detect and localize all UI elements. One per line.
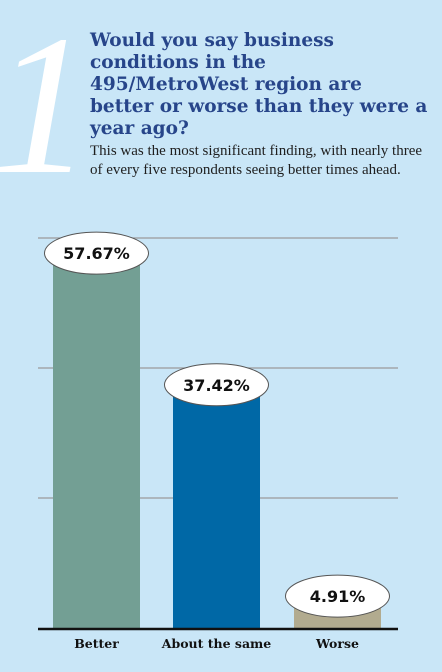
question-title: Would you say business conditions in the… [90, 30, 428, 139]
bar-about-the-same [173, 384, 260, 628]
data-label: 37.42% [183, 376, 250, 395]
category-label: Worse [315, 636, 359, 651]
bar-better [53, 253, 140, 628]
data-label: 57.67% [63, 244, 130, 263]
section-number: 1 [0, 0, 92, 216]
data-label: 4.91% [310, 587, 366, 606]
category-label: Better [74, 636, 119, 651]
value-label-bubble [164, 363, 269, 407]
value-label-bubble [285, 574, 390, 618]
finding-subtitle: This was the most significant finding, w… [90, 143, 423, 178]
value-label-bubble [44, 231, 149, 275]
category-label: About the same [161, 636, 272, 651]
